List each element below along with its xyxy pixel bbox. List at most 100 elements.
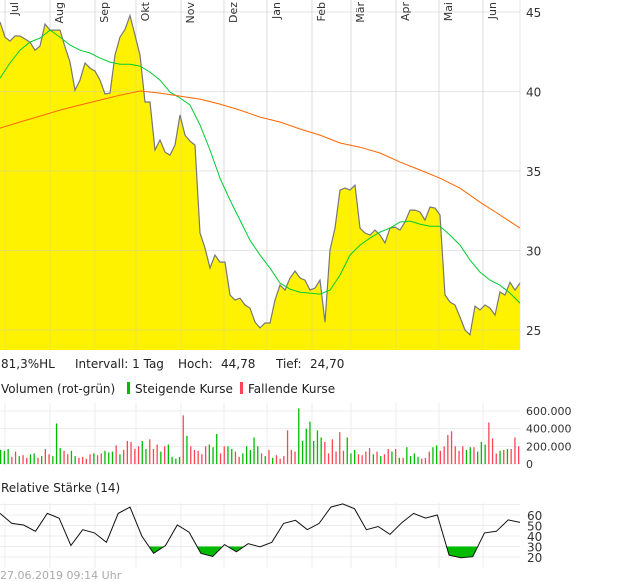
volume-bar [454, 446, 456, 464]
volume-bar [123, 449, 125, 464]
volume-bar [473, 447, 475, 464]
volume-bar [11, 456, 13, 464]
volume-bar [234, 451, 237, 464]
volume-bar [93, 453, 95, 464]
volume-bar [331, 439, 333, 464]
volume-bar [171, 456, 173, 464]
volume-bar [391, 451, 393, 464]
rsi-tick-label: 50 [527, 520, 542, 534]
volume-bar [409, 456, 412, 464]
volume-bar [275, 455, 278, 464]
price-area [0, 15, 520, 350]
up-legend-swatch [127, 382, 130, 394]
volume-bar [424, 457, 427, 464]
price-tick-label: 30 [526, 245, 541, 259]
volume-bar [339, 432, 341, 464]
volume-bar [465, 449, 468, 464]
month-label: Jan [270, 2, 283, 20]
volume-bar [417, 456, 419, 464]
volume-bar [149, 439, 151, 464]
rsi-tick-label: 40 [527, 530, 542, 544]
volume-tick-label: 200.000 [526, 440, 572, 453]
month-label: Sep [98, 2, 111, 23]
volume-bar [156, 444, 158, 464]
volume-bar [85, 458, 87, 464]
volume-bar [70, 450, 73, 465]
price-tick-label: 35 [526, 165, 541, 179]
volume-bar [145, 449, 147, 464]
volume-bar [89, 454, 91, 464]
volume-bar [3, 450, 5, 465]
volume-bar [387, 449, 389, 464]
volume-bar [324, 441, 326, 464]
volume-bar [160, 451, 162, 464]
high-label: Hoch: [178, 357, 213, 371]
volume-bar [443, 446, 445, 464]
volume-bar [342, 450, 345, 465]
volume-bar [506, 449, 509, 464]
volume-bar [413, 453, 415, 464]
volume-bar [104, 450, 106, 465]
down-legend-swatch [240, 382, 243, 394]
rsi-tick-label: 60 [527, 509, 542, 523]
month-label: Okt [139, 1, 152, 21]
volume-bar [290, 449, 292, 464]
volume-bar [52, 456, 54, 464]
volume-bar [488, 422, 490, 464]
rsi-title: Relative Stärke (14) [1, 481, 120, 495]
volume-bar [272, 457, 274, 464]
month-label: Dez [227, 2, 240, 23]
volume-bar [63, 450, 65, 465]
volume-bar [137, 446, 140, 464]
high-value: 44,78 [221, 357, 255, 371]
volume-bar [0, 449, 2, 464]
volume-bar [29, 454, 32, 464]
volume-bar [395, 449, 397, 464]
volume-bar [301, 441, 304, 464]
volume-bar [193, 449, 196, 464]
volume-bar [227, 446, 229, 464]
month-label: Aug [53, 2, 66, 23]
volume-bar [469, 447, 471, 464]
volume-bar [59, 448, 61, 464]
info-bar: 81,3%HL Intervall: 1 Tag Hoch: 44,78 Tie… [1, 357, 344, 371]
volume-bar [126, 441, 128, 464]
volume-bar [26, 457, 28, 464]
volume-bar [260, 453, 263, 464]
volume-bar [428, 451, 430, 464]
volume-bar [357, 454, 360, 464]
volume-bar [167, 444, 169, 464]
volume-bar [48, 454, 50, 464]
volume-bar [130, 441, 132, 464]
volume-bar [82, 456, 84, 464]
volume-bar [316, 430, 319, 464]
volume-bar [197, 450, 199, 465]
volume-bar [354, 449, 356, 464]
volume-tick-label: 400.000 [526, 423, 572, 436]
volume-tick-label: 600.000 [526, 405, 572, 418]
rsi-line [0, 503, 521, 559]
volume-bar [134, 449, 136, 464]
price-line [0, 13, 521, 337]
volume-bar [327, 453, 330, 464]
volume-bar [253, 437, 255, 464]
volume-bar [186, 435, 188, 464]
volume-bar [264, 456, 266, 464]
rsi-oversold-fill [0, 546, 520, 558]
volume-bar [510, 449, 512, 464]
volume-bar [216, 434, 218, 464]
volume-bar [368, 448, 371, 464]
volume-bar [164, 446, 166, 464]
volume-bar [223, 446, 225, 464]
low-value: 24,70 [310, 357, 344, 371]
volume-bar [402, 457, 404, 464]
low-label: Tief: [275, 357, 302, 371]
volume-bar [503, 449, 505, 464]
volume-bar [55, 423, 58, 464]
volume-legend: Volumen (rot-grün) Steigende Kurse Falle… [1, 382, 335, 396]
price-tick-label: 45 [526, 6, 541, 20]
volume-bar [398, 457, 400, 464]
volume-bar [67, 454, 69, 464]
volume-bar [231, 449, 233, 464]
